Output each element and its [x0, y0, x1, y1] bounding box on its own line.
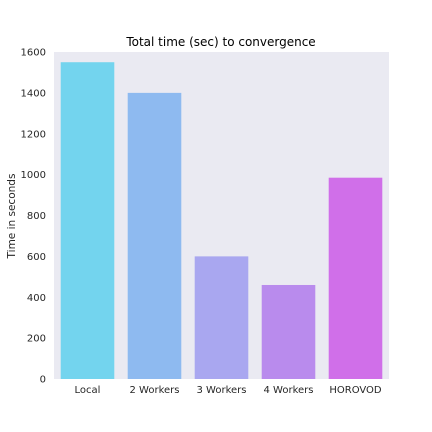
y-tick-label: 0: [40, 375, 46, 386]
x-tick-label: HOROVOD: [329, 385, 382, 396]
y-tick-label: 1600: [21, 48, 46, 59]
y-tick-label: 1000: [21, 170, 46, 181]
y-tick-label: 1400: [21, 88, 46, 99]
bars-group: [60, 62, 383, 379]
bar-3-workers: [194, 256, 249, 379]
x-tick-label: 4 Workers: [264, 385, 314, 396]
bar-local: [60, 62, 115, 379]
x-ticks-group: Local 2 Workers 3 Workers 4 Workers HOROVOD: [75, 385, 382, 396]
y-tick-label: 1200: [21, 129, 46, 140]
x-tick-label: 2 Workers: [130, 385, 180, 396]
x-tick-label: Local: [75, 385, 101, 396]
y-tick-label: 200: [27, 334, 46, 345]
y-ticks-group: 0 200 400 600 800 1000 1200 1400 1600: [21, 48, 46, 386]
bar-horovod: [328, 177, 383, 379]
chart-title: Total time (sec) to convergence: [125, 35, 315, 49]
bar-4-workers: [261, 284, 316, 379]
y-tick-label: 800: [27, 211, 46, 222]
bar-2-workers: [127, 92, 182, 379]
x-tick-label: 3 Workers: [197, 385, 247, 396]
y-tick-label: 400: [27, 293, 46, 304]
y-tick-label: 600: [27, 252, 46, 263]
y-axis-label: Time in seconds: [6, 174, 18, 260]
